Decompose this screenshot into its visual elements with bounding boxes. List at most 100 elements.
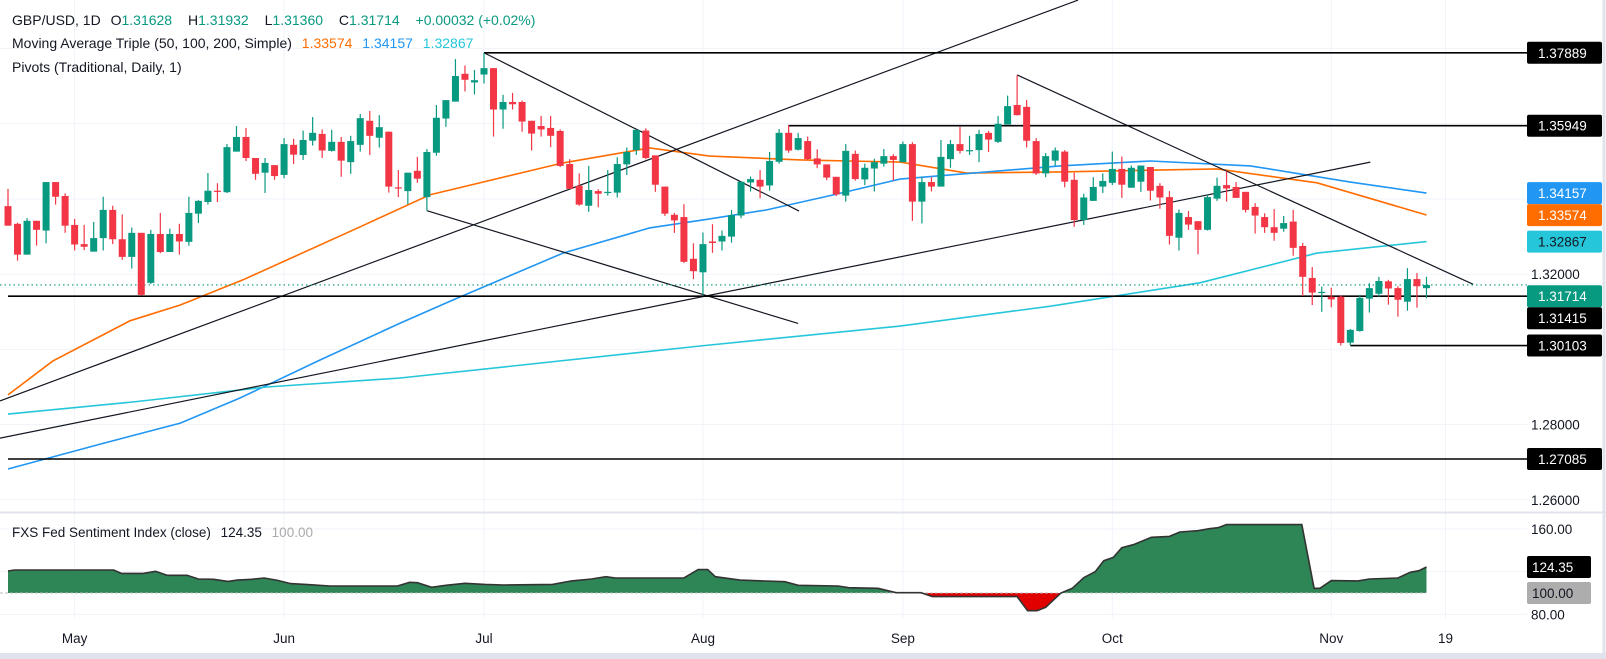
candle[interactable] [33,220,41,246]
candle[interactable] [1213,177,1221,201]
candle[interactable] [1070,172,1078,227]
candle[interactable] [699,232,707,295]
candle[interactable] [1394,286,1402,317]
candle[interactable] [242,127,250,162]
candle[interactable] [1080,193,1088,225]
candle[interactable] [880,148,888,167]
candle[interactable] [1242,191,1250,213]
time-axis[interactable]: May Jun Jul Aug Sep Oct Nov 19 [62,631,1453,646]
candle[interactable] [1004,95,1012,125]
candle[interactable] [213,183,221,203]
candle[interactable] [356,114,364,152]
candle[interactable] [575,173,583,206]
candle[interactable] [870,158,878,192]
candle[interactable] [1099,173,1107,193]
candle[interactable] [194,200,202,224]
candle[interactable] [442,100,450,127]
candle[interactable] [299,130,307,160]
candle[interactable] [889,154,897,181]
candle[interactable] [613,157,621,198]
ma-price-tag-ma50[interactable]: 1.33574 [1527,204,1602,227]
candle[interactable] [1327,287,1335,308]
candle[interactable] [1308,267,1316,306]
candle[interactable] [651,155,659,192]
candle[interactable] [1137,165,1145,192]
trendline[interactable] [0,0,1079,402]
candle[interactable] [985,130,993,152]
candle[interactable] [261,158,269,193]
candle[interactable] [185,196,193,246]
candle[interactable] [1356,294,1364,332]
candle[interactable] [252,158,260,180]
candle[interactable] [290,138,298,165]
candle[interactable] [1280,215,1288,232]
candle[interactable] [785,124,793,153]
candle[interactable] [1384,279,1392,305]
pivot-price-tag[interactable]: 1.37889 [1527,41,1602,64]
candle[interactable] [166,228,174,253]
candle[interactable] [99,196,107,251]
candle[interactable] [908,142,916,221]
candle[interactable] [718,230,726,251]
candle[interactable] [804,136,812,160]
candle[interactable] [956,126,964,154]
candle[interactable] [232,126,240,152]
candle[interactable] [966,135,974,156]
candle[interactable] [1118,156,1126,198]
candle[interactable] [480,52,488,84]
candle[interactable] [813,149,821,169]
candle[interactable] [946,139,954,168]
pivot-price-tag[interactable]: 1.27085 [1527,448,1602,470]
candle[interactable] [1289,209,1297,256]
candle[interactable] [594,189,602,208]
candle[interactable] [823,164,831,181]
candle[interactable] [918,176,926,224]
sentiment-title[interactable]: FXS Fed Sentiment Index (close) [12,525,211,540]
candle[interactable] [423,148,431,211]
candle[interactable] [842,144,850,202]
candle[interactable] [204,173,212,205]
candle[interactable] [309,117,317,146]
candle[interactable] [328,129,336,152]
candle[interactable] [1422,276,1430,299]
price-axis[interactable]: 1.37889 1.35949 1.34157 1.33574 1.32867 1.320… [1527,41,1602,623]
trendline[interactable] [1016,74,1474,285]
candle[interactable] [90,221,98,252]
candle[interactable] [1051,147,1059,166]
last-price-tag[interactable]: 1.31714 [1527,285,1602,308]
candle[interactable] [280,138,288,179]
candle[interactable] [147,229,155,284]
candle[interactable] [394,170,402,198]
candle[interactable] [689,243,697,280]
sentiment-baseline-tag[interactable]: 100.00 [1527,582,1591,604]
candle[interactable] [461,65,469,92]
candle[interactable] [413,156,421,183]
candle[interactable] [1061,150,1069,188]
pivot-price-tag[interactable]: 1.30103 [1527,334,1602,357]
candle[interactable] [737,181,745,219]
trendline[interactable] [0,161,1371,439]
candle[interactable] [756,170,764,199]
candle[interactable] [585,165,593,212]
candle[interactable] [680,204,688,263]
candle[interactable] [1261,213,1269,233]
symbol-title[interactable]: GBP/USD, 1D [12,12,101,28]
candle[interactable] [1251,203,1259,234]
candle[interactable] [1375,276,1383,297]
candle[interactable] [499,94,507,129]
candle[interactable] [337,136,345,177]
candle[interactable] [1146,167,1154,201]
candle[interactable] [451,59,459,102]
candle[interactable] [1403,268,1411,311]
ma-price-tag-ma100[interactable]: 1.34157 [1527,182,1602,205]
candle[interactable] [1127,165,1135,188]
candle[interactable] [994,115,1002,143]
candle[interactable] [404,172,412,205]
candle[interactable] [23,218,31,255]
candle[interactable] [670,212,678,233]
candle[interactable] [509,92,517,110]
candle[interactable] [128,227,136,269]
candle[interactable] [766,151,774,191]
candle[interactable] [1175,209,1183,251]
candle[interactable] [528,120,536,151]
